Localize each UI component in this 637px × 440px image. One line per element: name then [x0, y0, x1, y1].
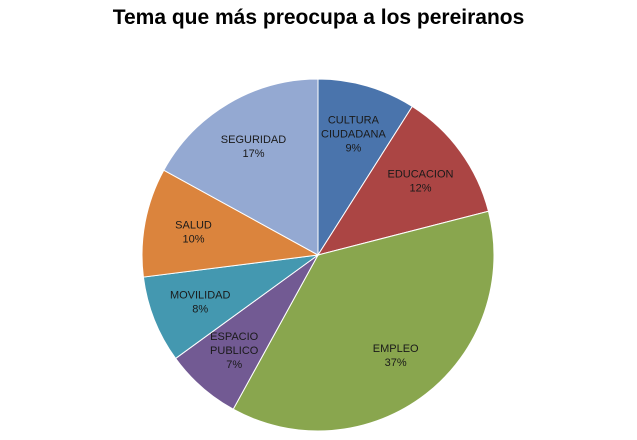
slice-label-espacio-publico: ESPACIO PUBLICO 7% [210, 331, 259, 371]
pie-slice-educacion [316, 105, 490, 256]
slice-label-seguridad: SEGURIDAD 17% [221, 134, 286, 160]
chart-title: Tema que más preocupa a los pereiranos [112, 6, 525, 29]
pie-slice-movilidad [142, 254, 319, 360]
slice-label-salud: SALUD 10% [175, 219, 212, 245]
pie-slice-empleo [232, 210, 495, 432]
slice-label-empleo: EMPLEO 37% [373, 343, 419, 369]
slice-label-cultura-ciudadana: CULTURA CIUDADANA 9% [321, 114, 386, 154]
pie-slice-seguridad [163, 78, 319, 256]
slice-label-movilidad: MOVILIDAD 8% [170, 290, 231, 316]
pie-slice-salud [141, 169, 320, 278]
slice-label-educacion: EDUCACION 12% [387, 169, 453, 195]
pie-slice-cultura-ciudadana [317, 78, 414, 257]
